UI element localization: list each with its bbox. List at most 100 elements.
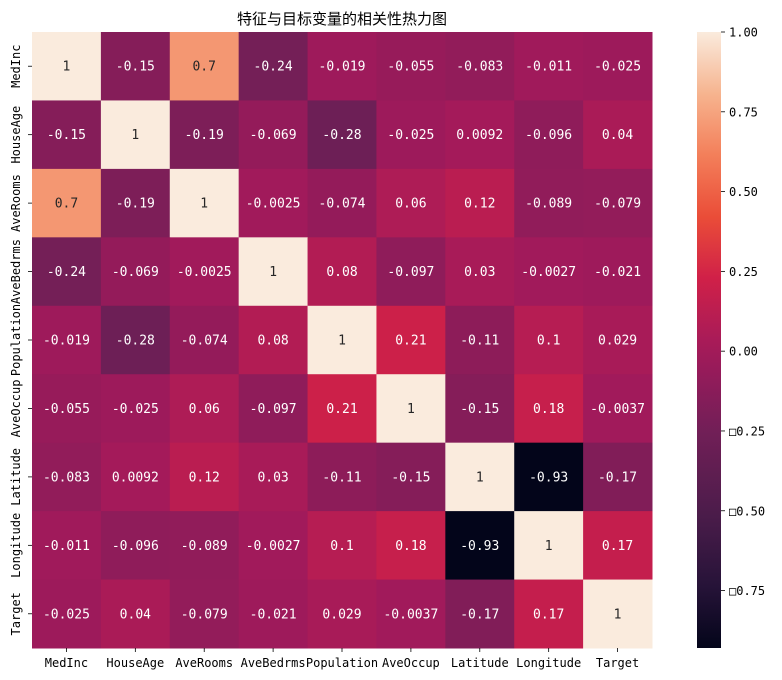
heatmap-cell: [514, 168, 584, 238]
heatmap-cell: [238, 305, 309, 375]
heatmap-cell: [307, 168, 377, 238]
heatmap-cell: [445, 305, 515, 375]
cell-value-label: -0.0025: [177, 265, 232, 280]
cell-value-label: 0.18: [395, 539, 426, 554]
cell-value-label: -0.089: [181, 539, 228, 554]
heatmap-cell: [307, 442, 377, 512]
colorbar-tick-label: 1.00: [729, 26, 758, 40]
cell-value-label: -0.19: [185, 128, 224, 143]
cell-value-label: 0.1: [537, 334, 560, 349]
cell-value-label: -0.011: [43, 539, 90, 554]
cell-value-label: -0.15: [47, 128, 86, 143]
heatmap-cell: [376, 32, 446, 101]
cell-value-label: -0.15: [391, 470, 430, 485]
colorbar-tick-label: □0.50: [729, 504, 765, 518]
cell-value-label: -0.0027: [521, 265, 576, 280]
cell-value-label: -0.28: [322, 128, 361, 143]
heatmap-cell: [583, 100, 653, 170]
cell-value-label: 0.12: [189, 470, 220, 485]
heatmap-cell: [376, 168, 446, 238]
heatmap-cell: [445, 168, 515, 238]
y-axis-ticks: MedInc HouseAge AveRooms AveBedrmsPopulatio…: [9, 45, 32, 635]
cell-value-label: 0.7: [55, 197, 78, 212]
cell-value-label: 0.17: [533, 607, 564, 622]
x-tick-label: AveOccup: [382, 656, 440, 670]
heatmap-cell: [238, 442, 309, 512]
heatmap-cell: [376, 511, 446, 581]
heatmap-cell: [169, 32, 240, 101]
heatmap-cell: [169, 237, 240, 307]
heatmap-cell: [514, 374, 584, 444]
heatmap-cell: [307, 579, 377, 649]
x-tick-label: AveBedrms: [241, 656, 306, 670]
heatmap-cell: [32, 579, 102, 649]
heatmap-cell: [445, 374, 515, 444]
cell-value-label: 0.12: [464, 197, 495, 212]
cell-value-label: -0.089: [525, 197, 572, 212]
cell-value-label: -0.079: [181, 607, 228, 622]
cell-value-label: 0.04: [120, 607, 151, 622]
colorbar-tick-label: □0.75: [729, 584, 765, 598]
heatmap-cell: [238, 237, 309, 307]
cell-value-label: -0.083: [456, 60, 503, 75]
cell-value-label: -0.055: [387, 60, 434, 75]
cell-value-label: -0.019: [319, 60, 366, 75]
cell-value-label: 0.06: [189, 402, 220, 417]
cell-value-label: 1: [476, 470, 484, 485]
cell-value-label: -0.93: [529, 470, 568, 485]
y-tick-label: AveBedrms: [9, 239, 23, 304]
cell-value-label: -0.011: [525, 60, 572, 75]
cell-value-label: -0.025: [387, 128, 434, 143]
cell-value-label: 0.0092: [456, 128, 503, 143]
heatmap-cell: [514, 100, 584, 170]
heatmap-cell: [514, 32, 584, 101]
heatmap-cell: [376, 100, 446, 170]
heatmap-cell: [376, 579, 446, 649]
cell-value-label: 0.0092: [112, 470, 159, 485]
cell-value-label: -0.025: [112, 402, 159, 417]
heatmap-cell: [514, 442, 584, 512]
x-tick-label: Longitude: [516, 656, 581, 670]
cell-value-label: 0.7: [192, 60, 215, 75]
x-tick-label: MedInc: [45, 656, 88, 670]
cell-value-label: -0.025: [43, 607, 90, 622]
cell-value-label: -0.074: [181, 334, 228, 349]
heatmap-cell: [169, 511, 240, 581]
cell-value-label: -0.28: [116, 334, 155, 349]
colorbar: 1.00 0.75 0.50 0.25 0.00 □0.25 □0.50 □0.75: [697, 26, 765, 648]
heatmap-cell: [169, 305, 240, 375]
heatmap-cell: [238, 374, 309, 444]
heatmap-cell: [169, 168, 240, 238]
heatmap-cell: [583, 374, 653, 444]
cell-value-label: -0.0037: [383, 607, 438, 622]
cell-value-label: 0.17: [602, 539, 633, 554]
cell-value-label: -0.079: [594, 197, 641, 212]
cell-value-label: -0.11: [460, 334, 499, 349]
cell-value-label: 0.03: [257, 470, 288, 485]
cell-value-label: 1: [338, 334, 346, 349]
heatmap-cell: [376, 305, 446, 375]
heatmap-cell: [100, 511, 171, 581]
y-tick-label: Target: [9, 592, 23, 635]
heatmap-cell: [100, 32, 171, 101]
heatmap-cell: [100, 442, 171, 512]
cell-value-label: 0.1: [330, 539, 353, 554]
heatmap-cell: [307, 374, 377, 444]
heatmap-cell: [445, 237, 515, 307]
heatmap-cell: [583, 305, 653, 375]
heatmap-cell: [514, 237, 584, 307]
y-tick-label: AveRooms: [9, 174, 23, 232]
cell-value-label: 0.18: [533, 402, 564, 417]
heatmap-cell: [169, 442, 240, 512]
cell-value-label: 0.08: [257, 334, 288, 349]
heatmap-cell: [100, 100, 171, 170]
heatmap-cell: [238, 511, 309, 581]
heatmap-cell: [583, 168, 653, 238]
heatmap-cell: [32, 305, 102, 375]
heatmap-cell: [32, 374, 102, 444]
cell-value-label: -0.025: [594, 60, 641, 75]
heatmap-cell: [583, 32, 653, 101]
cell-value-label: -0.096: [112, 539, 159, 554]
cell-value-label: -0.17: [598, 470, 637, 485]
